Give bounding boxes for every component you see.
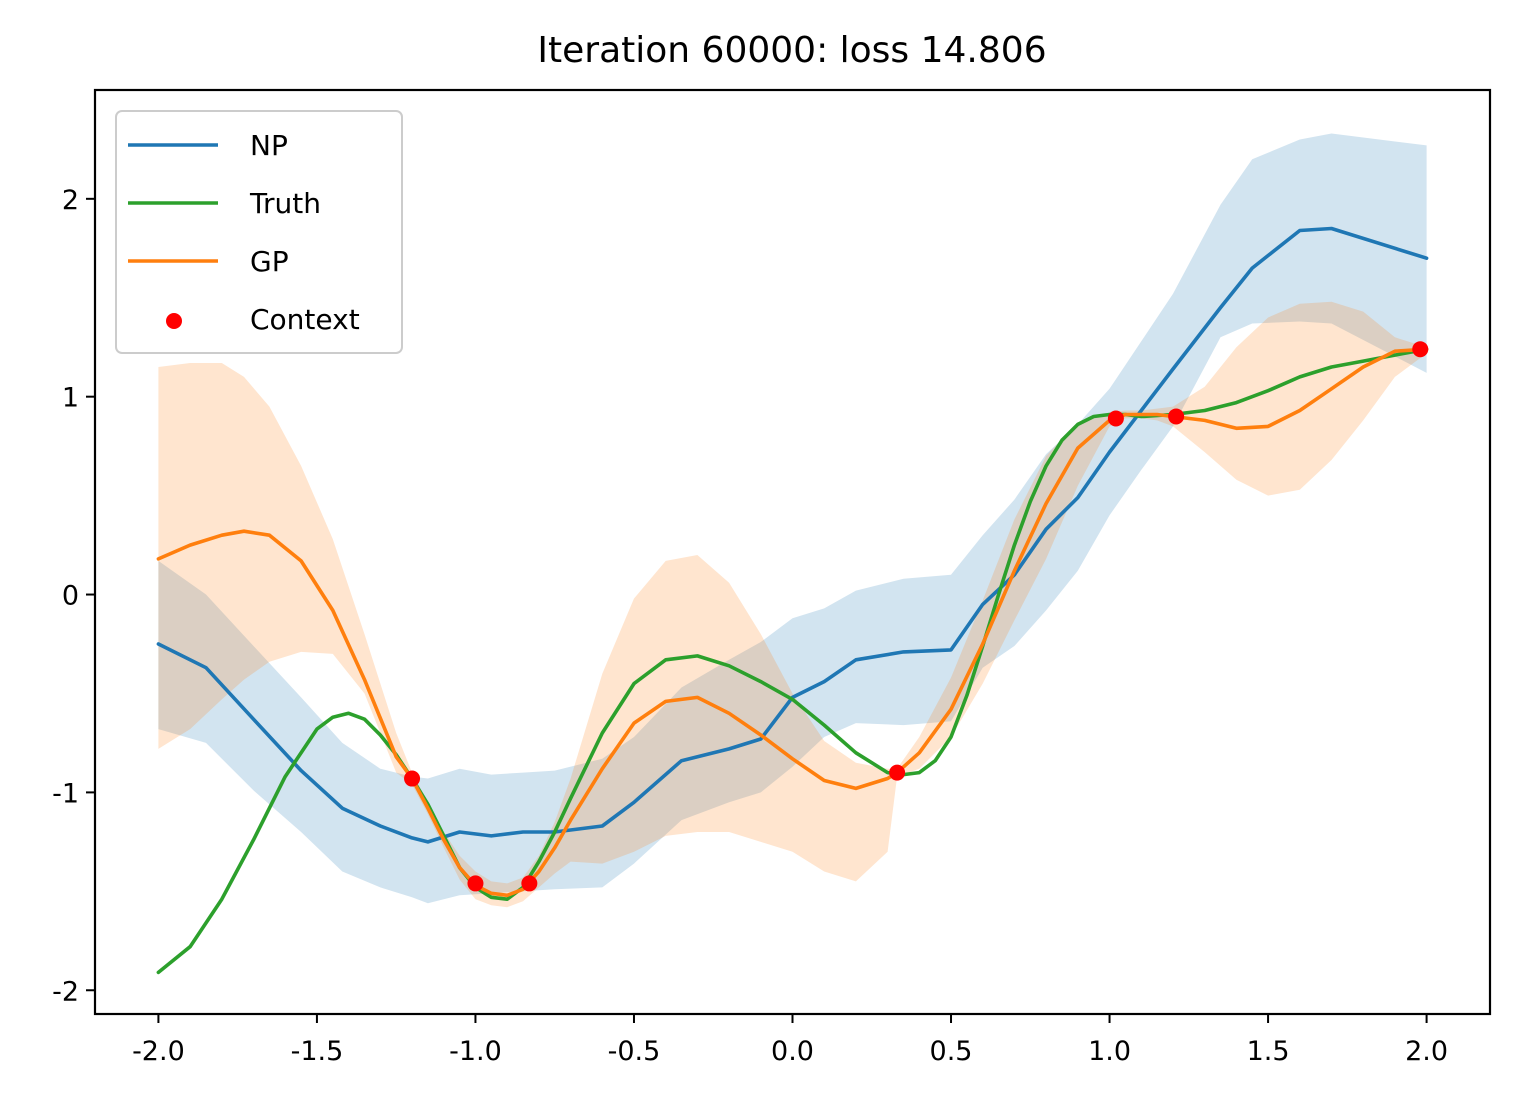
legend-box xyxy=(115,110,403,354)
y-tick-label: 0 xyxy=(62,581,79,612)
x-tick-label: -2.0 xyxy=(132,1036,185,1067)
x-tick-label: 1.0 xyxy=(1088,1036,1131,1067)
x-tick-label: -1.0 xyxy=(449,1036,502,1067)
x-tick-label: 0.0 xyxy=(771,1036,814,1067)
axis-ticks: -2.0 -1.5 -1.0 -0.5 0.0 0.5 1.0 1.5 2.0 2 1 0 -1 -2 xyxy=(52,185,1448,1067)
legend-marker-context xyxy=(166,313,182,329)
chart-title: Iteration 60000: loss 14.806 xyxy=(537,30,1046,71)
x-tick-label: 2.0 xyxy=(1405,1036,1448,1067)
context-point xyxy=(1168,408,1185,425)
context-point xyxy=(889,764,906,781)
context-point xyxy=(1412,341,1429,358)
y-tick-label: 1 xyxy=(62,383,79,414)
legend-label-gp: GP xyxy=(250,245,289,278)
np-uncertainty-band xyxy=(158,133,1427,904)
y-tick-label: -1 xyxy=(52,778,79,809)
x-tick-label: 1.5 xyxy=(1247,1036,1290,1067)
series-group xyxy=(156,133,1429,975)
context-point xyxy=(1107,410,1124,427)
legend-label-np: NP xyxy=(250,129,288,162)
context-point xyxy=(521,875,538,892)
gp-uncertainty-band xyxy=(158,301,1427,908)
y-tick-label: 2 xyxy=(62,185,79,216)
y-tick-label: -2 xyxy=(52,976,79,1007)
context-point xyxy=(404,770,421,787)
context-point xyxy=(467,875,484,892)
x-tick-label: -0.5 xyxy=(608,1036,661,1067)
legend: NP Truth GP Context xyxy=(115,110,403,354)
x-tick-label: 0.5 xyxy=(930,1036,973,1067)
np-series-line xyxy=(156,226,1429,844)
legend-label-truth: Truth xyxy=(249,187,321,220)
legend-label-context: Context xyxy=(250,303,360,336)
x-tick-label: -1.5 xyxy=(291,1036,344,1067)
